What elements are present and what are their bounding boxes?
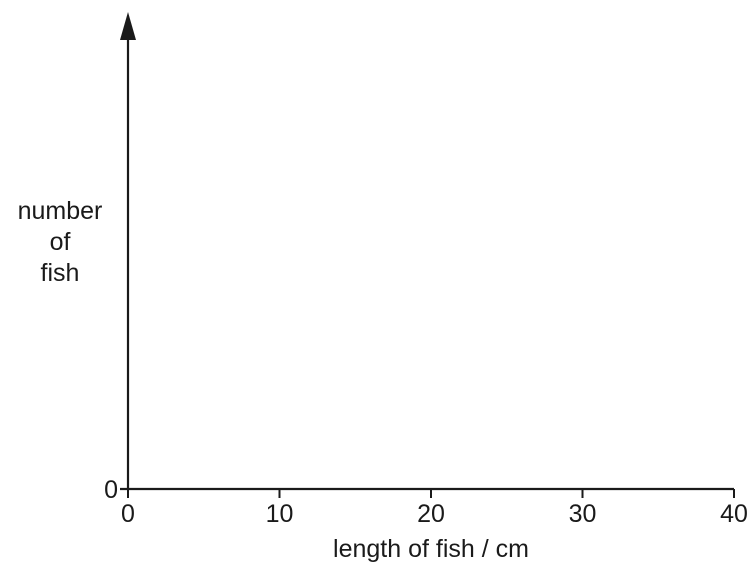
y-ticks: 0 <box>104 476 128 504</box>
x-axis-label: length of fish / cm <box>333 535 529 563</box>
y-axis-label-line-1: number <box>18 197 103 225</box>
x-tick-label: 10 <box>266 500 294 528</box>
y-axis-label-line-2: of <box>50 228 71 256</box>
x-tick-label: 0 <box>121 500 135 528</box>
y-tick-label: 0 <box>104 476 118 504</box>
x-tick-label: 40 <box>720 500 748 528</box>
x-tick-label: 20 <box>417 500 445 528</box>
x-tick-label: 30 <box>569 500 597 528</box>
y-axis-arrow-icon <box>120 12 136 40</box>
y-axis-label-line-3: fish <box>41 259 80 287</box>
x-ticks: 0 10 20 30 40 <box>121 489 748 528</box>
